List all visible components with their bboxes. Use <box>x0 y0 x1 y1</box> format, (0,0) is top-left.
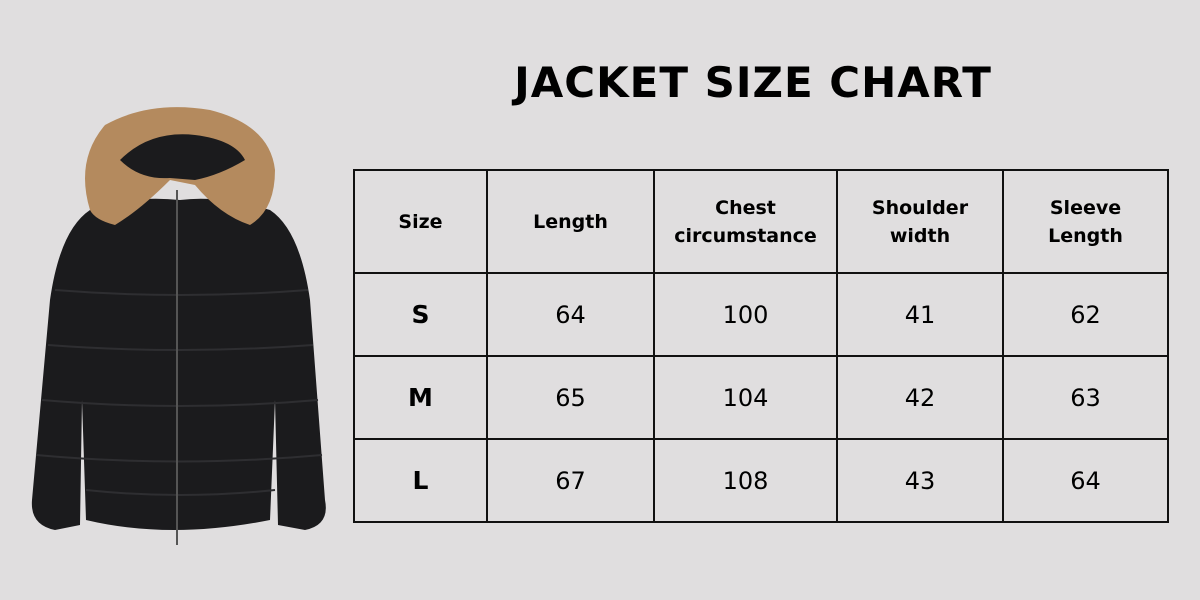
jacket-body <box>31 190 326 545</box>
table-header-row: Size Length Chest circumstance Shoulder … <box>353 169 1169 274</box>
cell-sleeve: 64 <box>1002 438 1169 523</box>
header-length: Length <box>486 169 655 274</box>
cell-sleeve: 63 <box>1002 355 1169 440</box>
cell-length: 65 <box>486 355 655 440</box>
header-chest: Chest circumstance <box>653 169 838 274</box>
cell-shoulder: 43 <box>836 438 1004 523</box>
cell-size: L <box>353 438 488 523</box>
cell-chest: 108 <box>653 438 838 523</box>
cell-size: M <box>353 355 488 440</box>
fur-hood <box>85 107 275 225</box>
page-title: JACKET SIZE CHART <box>514 58 992 107</box>
cell-shoulder: 41 <box>836 272 1004 357</box>
table-row: M 65 104 42 63 <box>353 355 1169 440</box>
header-size: Size <box>353 169 488 274</box>
size-chart-table: Size Length Chest circumstance Shoulder … <box>353 169 1169 523</box>
table-row: L 67 108 43 64 <box>353 438 1169 523</box>
jacket-image <box>31 107 326 545</box>
cell-length: 67 <box>486 438 655 523</box>
table-row: S 64 100 41 62 <box>353 272 1169 357</box>
cell-shoulder: 42 <box>836 355 1004 440</box>
cell-chest: 100 <box>653 272 838 357</box>
cell-size: S <box>353 272 488 357</box>
cell-length: 64 <box>486 272 655 357</box>
cell-chest: 104 <box>653 355 838 440</box>
header-sleeve: Sleeve Length <box>1002 169 1169 274</box>
header-shoulder: Shoulder width <box>836 169 1004 274</box>
cell-sleeve: 62 <box>1002 272 1169 357</box>
